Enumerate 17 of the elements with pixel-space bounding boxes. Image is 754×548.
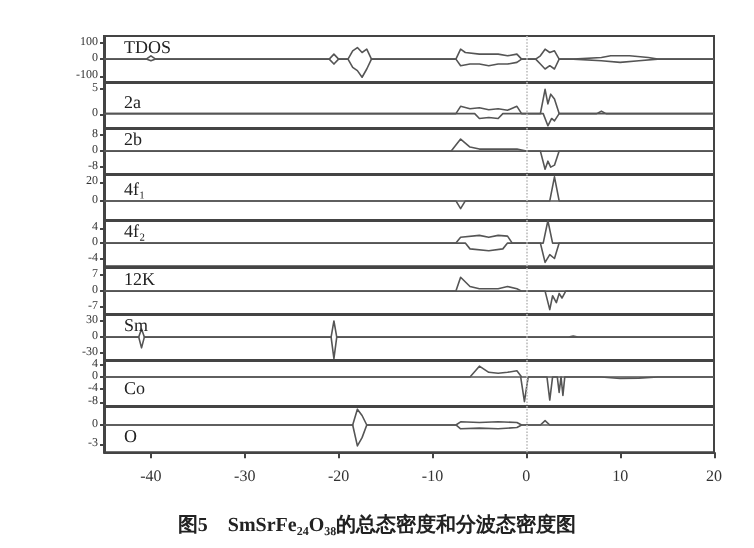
x-tick-label: -30 xyxy=(234,466,256,485)
text: Co xyxy=(124,377,147,398)
chart-title: 12K xyxy=(124,268,156,289)
x-tick-label: -20 xyxy=(327,466,350,485)
chart-title: TDOS xyxy=(124,37,172,58)
x-tick-label: 20 xyxy=(706,466,722,485)
x-tick-label: 0 xyxy=(522,466,531,485)
text: 2a xyxy=(124,91,141,112)
chart-title: 2b xyxy=(124,129,143,150)
x-tick-label: -40 xyxy=(140,466,162,485)
text: O xyxy=(124,425,138,446)
caption: 图5 SmSrFe₂₄O₃₈的总态密度和分波态密度图 xyxy=(177,512,577,537)
chart-title: 4f₂ xyxy=(124,221,146,242)
x-tick-label: -10 xyxy=(421,466,444,485)
x-tick-label: 10 xyxy=(612,466,629,485)
chart-title: Sm xyxy=(124,314,149,335)
chart-title: 4f₁ xyxy=(124,179,146,200)
